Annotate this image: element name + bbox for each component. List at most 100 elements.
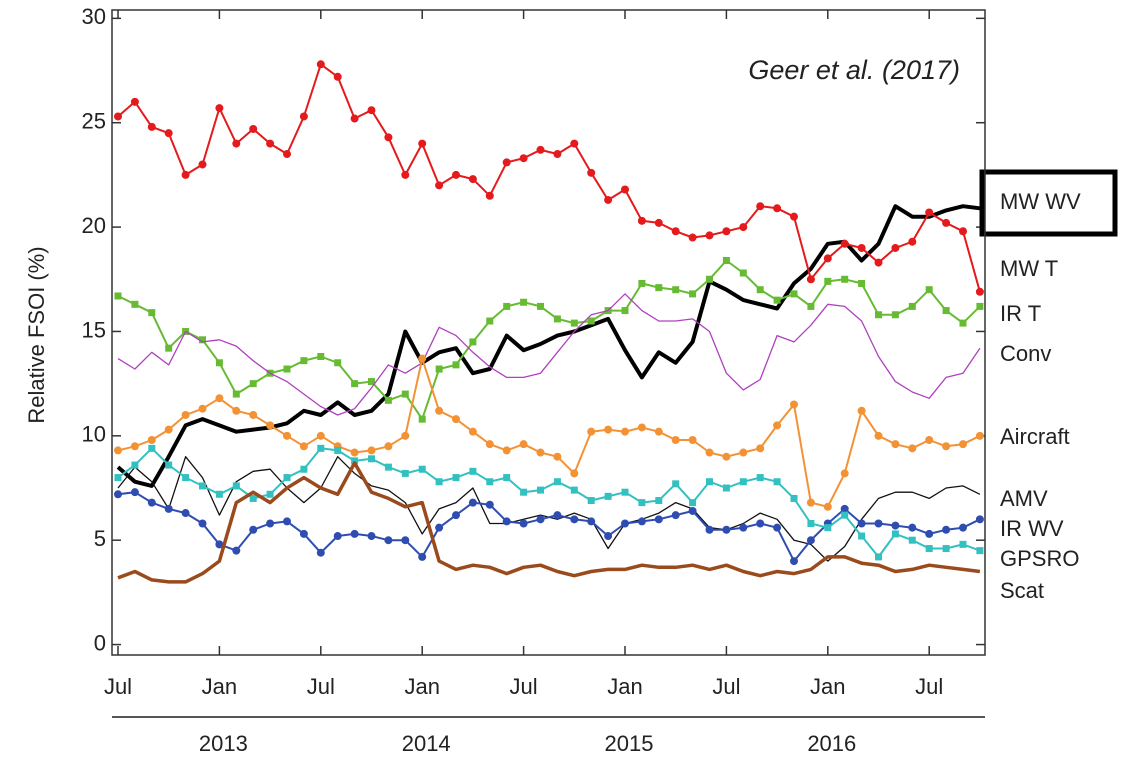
- point: [908, 523, 917, 532]
- point: [485, 500, 494, 509]
- x-tick-label: Jul: [915, 674, 943, 699]
- point: [908, 237, 917, 246]
- point: [604, 492, 612, 500]
- x-tick-label: Jul: [104, 674, 132, 699]
- point: [283, 517, 291, 526]
- point: [857, 243, 866, 252]
- legend-highlight: [979, 169, 1118, 237]
- series-line: [117, 293, 981, 416]
- point: [807, 302, 815, 310]
- point: [655, 497, 663, 505]
- y-tick-label: 30: [82, 4, 106, 29]
- point: [503, 302, 511, 310]
- point: [215, 394, 224, 403]
- point: [756, 519, 765, 528]
- point: [705, 525, 714, 534]
- point: [637, 423, 646, 432]
- point: [367, 446, 376, 455]
- point: [485, 191, 494, 200]
- point: [502, 158, 511, 167]
- point: [418, 354, 427, 363]
- point: [368, 455, 375, 463]
- point: [739, 448, 748, 457]
- point: [536, 145, 545, 154]
- point: [468, 498, 477, 507]
- point: [806, 275, 815, 284]
- point: [316, 548, 325, 557]
- point: [824, 277, 832, 285]
- point: [722, 484, 730, 492]
- point: [384, 442, 393, 451]
- point: [367, 532, 376, 541]
- point: [587, 317, 595, 325]
- point: [874, 431, 883, 440]
- point: [637, 517, 646, 526]
- point: [858, 279, 866, 287]
- point: [587, 517, 596, 526]
- point: [114, 490, 122, 499]
- point: [215, 359, 223, 367]
- year-label: 2014: [402, 731, 451, 756]
- point: [334, 446, 342, 454]
- point: [823, 254, 832, 263]
- point: [232, 546, 241, 555]
- point: [739, 269, 747, 277]
- point: [452, 474, 460, 482]
- point: [316, 431, 325, 440]
- point: [283, 365, 291, 373]
- point: [147, 122, 156, 131]
- point: [300, 465, 308, 473]
- legend-label: MW WV: [1000, 189, 1081, 214]
- point: [164, 504, 173, 513]
- x-tick-label: Jul: [712, 674, 740, 699]
- point: [773, 421, 782, 430]
- legend-label: MW T: [1000, 256, 1058, 281]
- point: [959, 440, 967, 449]
- point: [553, 150, 562, 159]
- point: [671, 511, 680, 520]
- point: [266, 139, 275, 148]
- point: [232, 390, 240, 398]
- point: [435, 181, 444, 190]
- point: [739, 523, 748, 532]
- point: [147, 498, 156, 507]
- point: [908, 302, 916, 310]
- point: [587, 497, 595, 505]
- point: [401, 170, 410, 179]
- point: [654, 427, 663, 436]
- point: [925, 286, 933, 294]
- point: [773, 523, 782, 532]
- point: [181, 410, 190, 419]
- year-label: 2016: [807, 731, 856, 756]
- series-line: [116, 204, 981, 488]
- point: [435, 365, 443, 373]
- point: [942, 442, 951, 451]
- point: [975, 431, 984, 440]
- point: [249, 380, 257, 388]
- point: [198, 404, 207, 413]
- point: [148, 309, 156, 317]
- point: [570, 319, 578, 327]
- point: [130, 442, 139, 451]
- point: [925, 545, 933, 553]
- point: [806, 536, 815, 545]
- annotation: Geer et al. (2017): [748, 55, 960, 85]
- point: [283, 474, 291, 482]
- point: [435, 478, 443, 486]
- point: [232, 406, 241, 415]
- point: [756, 202, 765, 211]
- point: [671, 436, 680, 444]
- point: [722, 227, 731, 236]
- point: [468, 175, 477, 184]
- plot-frame: [111, 9, 986, 656]
- point: [147, 436, 156, 444]
- point: [840, 239, 849, 248]
- y-tick-label: 5: [94, 526, 106, 551]
- point: [638, 499, 646, 507]
- point: [621, 519, 629, 528]
- point: [384, 536, 393, 545]
- point: [621, 307, 629, 315]
- point: [790, 400, 798, 409]
- point: [536, 515, 545, 524]
- point: [824, 524, 832, 532]
